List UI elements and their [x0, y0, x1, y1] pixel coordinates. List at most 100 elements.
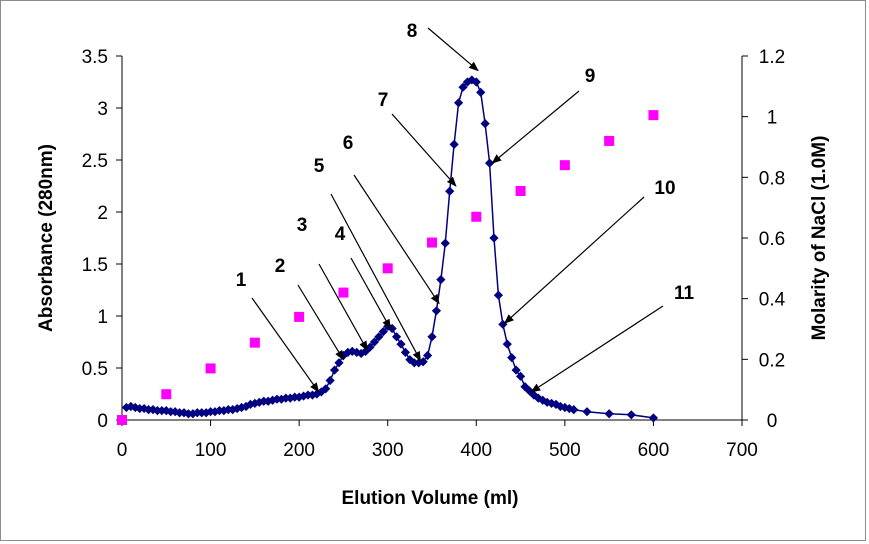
- x-tick-label: 500: [549, 440, 581, 461]
- absorbance-point: [343, 347, 353, 357]
- absorbance-point: [546, 398, 557, 408]
- x-tick-label: 400: [460, 440, 492, 461]
- absorbance-point: [507, 353, 517, 363]
- absorbance-point: [515, 371, 526, 381]
- absorbance-point: [467, 75, 477, 85]
- y-axis-title: Absorbance (280nm): [36, 144, 57, 332]
- nacl-point: [604, 135, 615, 146]
- absorbance-point: [582, 407, 592, 417]
- annotation-arrow: [318, 263, 368, 352]
- absorbance-point: [250, 398, 260, 408]
- annotation-arrow: [330, 193, 422, 362]
- absorbance-point: [422, 350, 433, 361]
- nacl-point: [471, 211, 482, 222]
- x-tick-label: 600: [638, 440, 670, 461]
- absorbance-point: [400, 347, 411, 357]
- absorbance-point: [374, 332, 384, 342]
- absorbance-point: [329, 365, 340, 375]
- nacl-point: [294, 311, 305, 322]
- y-tick-label: 1.5: [82, 255, 108, 276]
- annotation-label: 5: [314, 156, 325, 177]
- absorbance-point: [648, 413, 659, 423]
- x-tick-label: 700: [726, 440, 758, 461]
- nacl-point: [117, 415, 127, 425]
- absorbance-point: [626, 410, 636, 420]
- absorbance-point: [471, 77, 481, 87]
- annotation-label: 4: [335, 224, 346, 245]
- annotation-label: 6: [343, 133, 354, 154]
- absorbance-point: [560, 402, 570, 413]
- annotation-arrow: [350, 257, 391, 330]
- annotation-label: 11: [674, 283, 695, 304]
- absorbance-point: [449, 139, 459, 149]
- nacl-point: [205, 363, 216, 374]
- absorbance-point: [538, 395, 548, 405]
- annotation-arrow: [427, 27, 479, 72]
- annotation-label: 1: [236, 270, 247, 291]
- x-axis-title: Elution Volume (ml): [342, 488, 519, 509]
- annotation-arrow: [391, 113, 457, 187]
- axes: 0 100 200 300 400 500 600 700 0 0.5 1 1.5 2 2.5 3 3.5 0 0…: [82, 47, 786, 461]
- absorbance-point: [219, 406, 229, 416]
- absorbance-point: [391, 332, 402, 342]
- absorbance-point: [369, 337, 380, 347]
- absorbance-point: [493, 290, 504, 300]
- nacl-point: [648, 110, 659, 121]
- absorbance-point: [569, 405, 579, 415]
- absorbance-point: [529, 390, 539, 400]
- y2-tick-label: 0.6: [759, 229, 785, 250]
- nacl-point: [161, 389, 172, 400]
- absorbance-point: [511, 365, 521, 375]
- x-tick-label: 100: [195, 440, 227, 461]
- y-tick-label: 3.5: [82, 47, 108, 68]
- absorbance-point: [436, 275, 446, 285]
- absorbance-point: [130, 402, 140, 413]
- absorbance-point: [564, 403, 574, 414]
- plot-area: [117, 75, 659, 425]
- absorbance-point: [431, 306, 442, 316]
- annotations: 1 23 4 56 7 8 9 10 11: [236, 21, 695, 393]
- absorbance-point: [228, 405, 238, 415]
- annotation-arrow: [353, 174, 440, 305]
- y-tick-label: 2.5: [82, 151, 108, 172]
- absorbance-point: [502, 339, 512, 349]
- absorbance-point: [462, 77, 473, 87]
- annotation-label: 9: [585, 66, 596, 87]
- y2-tick-label: 0: [767, 411, 778, 432]
- y2-tick-label: 1: [767, 108, 778, 129]
- absorbance-point: [245, 399, 256, 409]
- annotation-label: 7: [378, 90, 389, 111]
- y-tick-label: 0: [97, 411, 108, 432]
- absorbance-point: [325, 375, 335, 386]
- absorbance-point: [458, 82, 468, 92]
- absorbance-point: [241, 401, 251, 412]
- nacl-point: [559, 160, 570, 171]
- absorbance-point: [445, 186, 455, 196]
- x-tick-label: 300: [372, 440, 404, 461]
- annotation-arrow: [530, 305, 664, 393]
- y-tick-label: 3: [97, 99, 108, 120]
- absorbance-point: [321, 384, 331, 394]
- y-tick-label: 2: [97, 203, 108, 224]
- annotation-label: 8: [407, 21, 418, 42]
- x-tick-label: 0: [117, 440, 128, 461]
- nacl-point: [338, 287, 349, 298]
- annotation-label: 2: [275, 256, 286, 277]
- y-tick-label: 1: [97, 307, 108, 328]
- y2-tick-label: 1.2: [759, 47, 785, 68]
- absorbance-point: [307, 390, 318, 400]
- annotation-label: 3: [297, 215, 308, 236]
- nacl-point: [249, 337, 260, 348]
- y2-tick-label: 0.4: [759, 290, 786, 311]
- absorbance-point: [396, 339, 406, 349]
- absorbance-point: [263, 396, 273, 406]
- series-0-line: [126, 79, 654, 419]
- absorbance-point: [489, 233, 499, 243]
- y2-tick-label: 0.8: [759, 168, 785, 189]
- nacl-point: [382, 263, 393, 274]
- absorbance-point: [201, 408, 211, 418]
- absorbance-point: [440, 238, 450, 248]
- absorbance-point: [188, 409, 198, 419]
